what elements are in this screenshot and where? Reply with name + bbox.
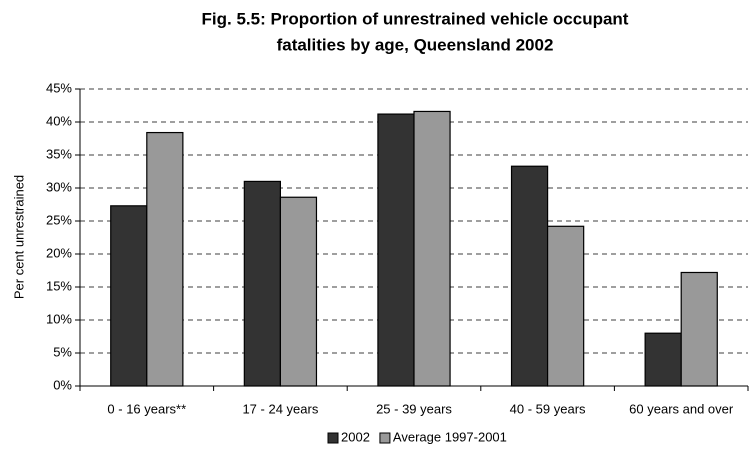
y-tick-label: 15% [46, 278, 72, 293]
x-tick-label: 0 - 16 years** [107, 401, 186, 416]
chart-title: Fig. 5.5: Proportion of unrestrained veh… [202, 9, 629, 28]
y-axis-label: Per cent unrestrained [11, 175, 26, 299]
x-tick-label: 40 - 59 years [510, 401, 586, 416]
bar [413, 110, 451, 387]
y-tick-label: 40% [46, 113, 72, 128]
bar [510, 165, 549, 387]
x-tick-label: 17 - 24 years [242, 401, 318, 416]
bar [680, 271, 718, 387]
y-tick-label: 30% [46, 179, 72, 194]
y-tick-label: 0% [53, 377, 72, 392]
bar [644, 332, 682, 387]
x-tick-label: 25 - 39 years [376, 401, 452, 416]
y-tick-label: 20% [46, 245, 72, 260]
y-tick-label: 10% [46, 311, 72, 326]
x-tick-label: 60 years and over [629, 401, 734, 416]
bar [146, 131, 184, 387]
y-tick-label: 35% [46, 146, 72, 161]
bar [110, 205, 148, 387]
bar [243, 180, 282, 387]
legend-label: 2002 [341, 429, 370, 444]
y-tick-label: 25% [46, 212, 72, 227]
bar [377, 113, 415, 387]
chart-title: fatalities by age, Queensland 2002 [277, 35, 554, 54]
bar [546, 225, 585, 387]
bar [279, 196, 318, 387]
y-tick-label: 5% [53, 344, 72, 359]
y-tick-label: 45% [46, 80, 72, 95]
legend-swatch [327, 432, 339, 444]
legend-swatch [379, 432, 391, 444]
legend-label: Average 1997-2001 [393, 429, 507, 444]
